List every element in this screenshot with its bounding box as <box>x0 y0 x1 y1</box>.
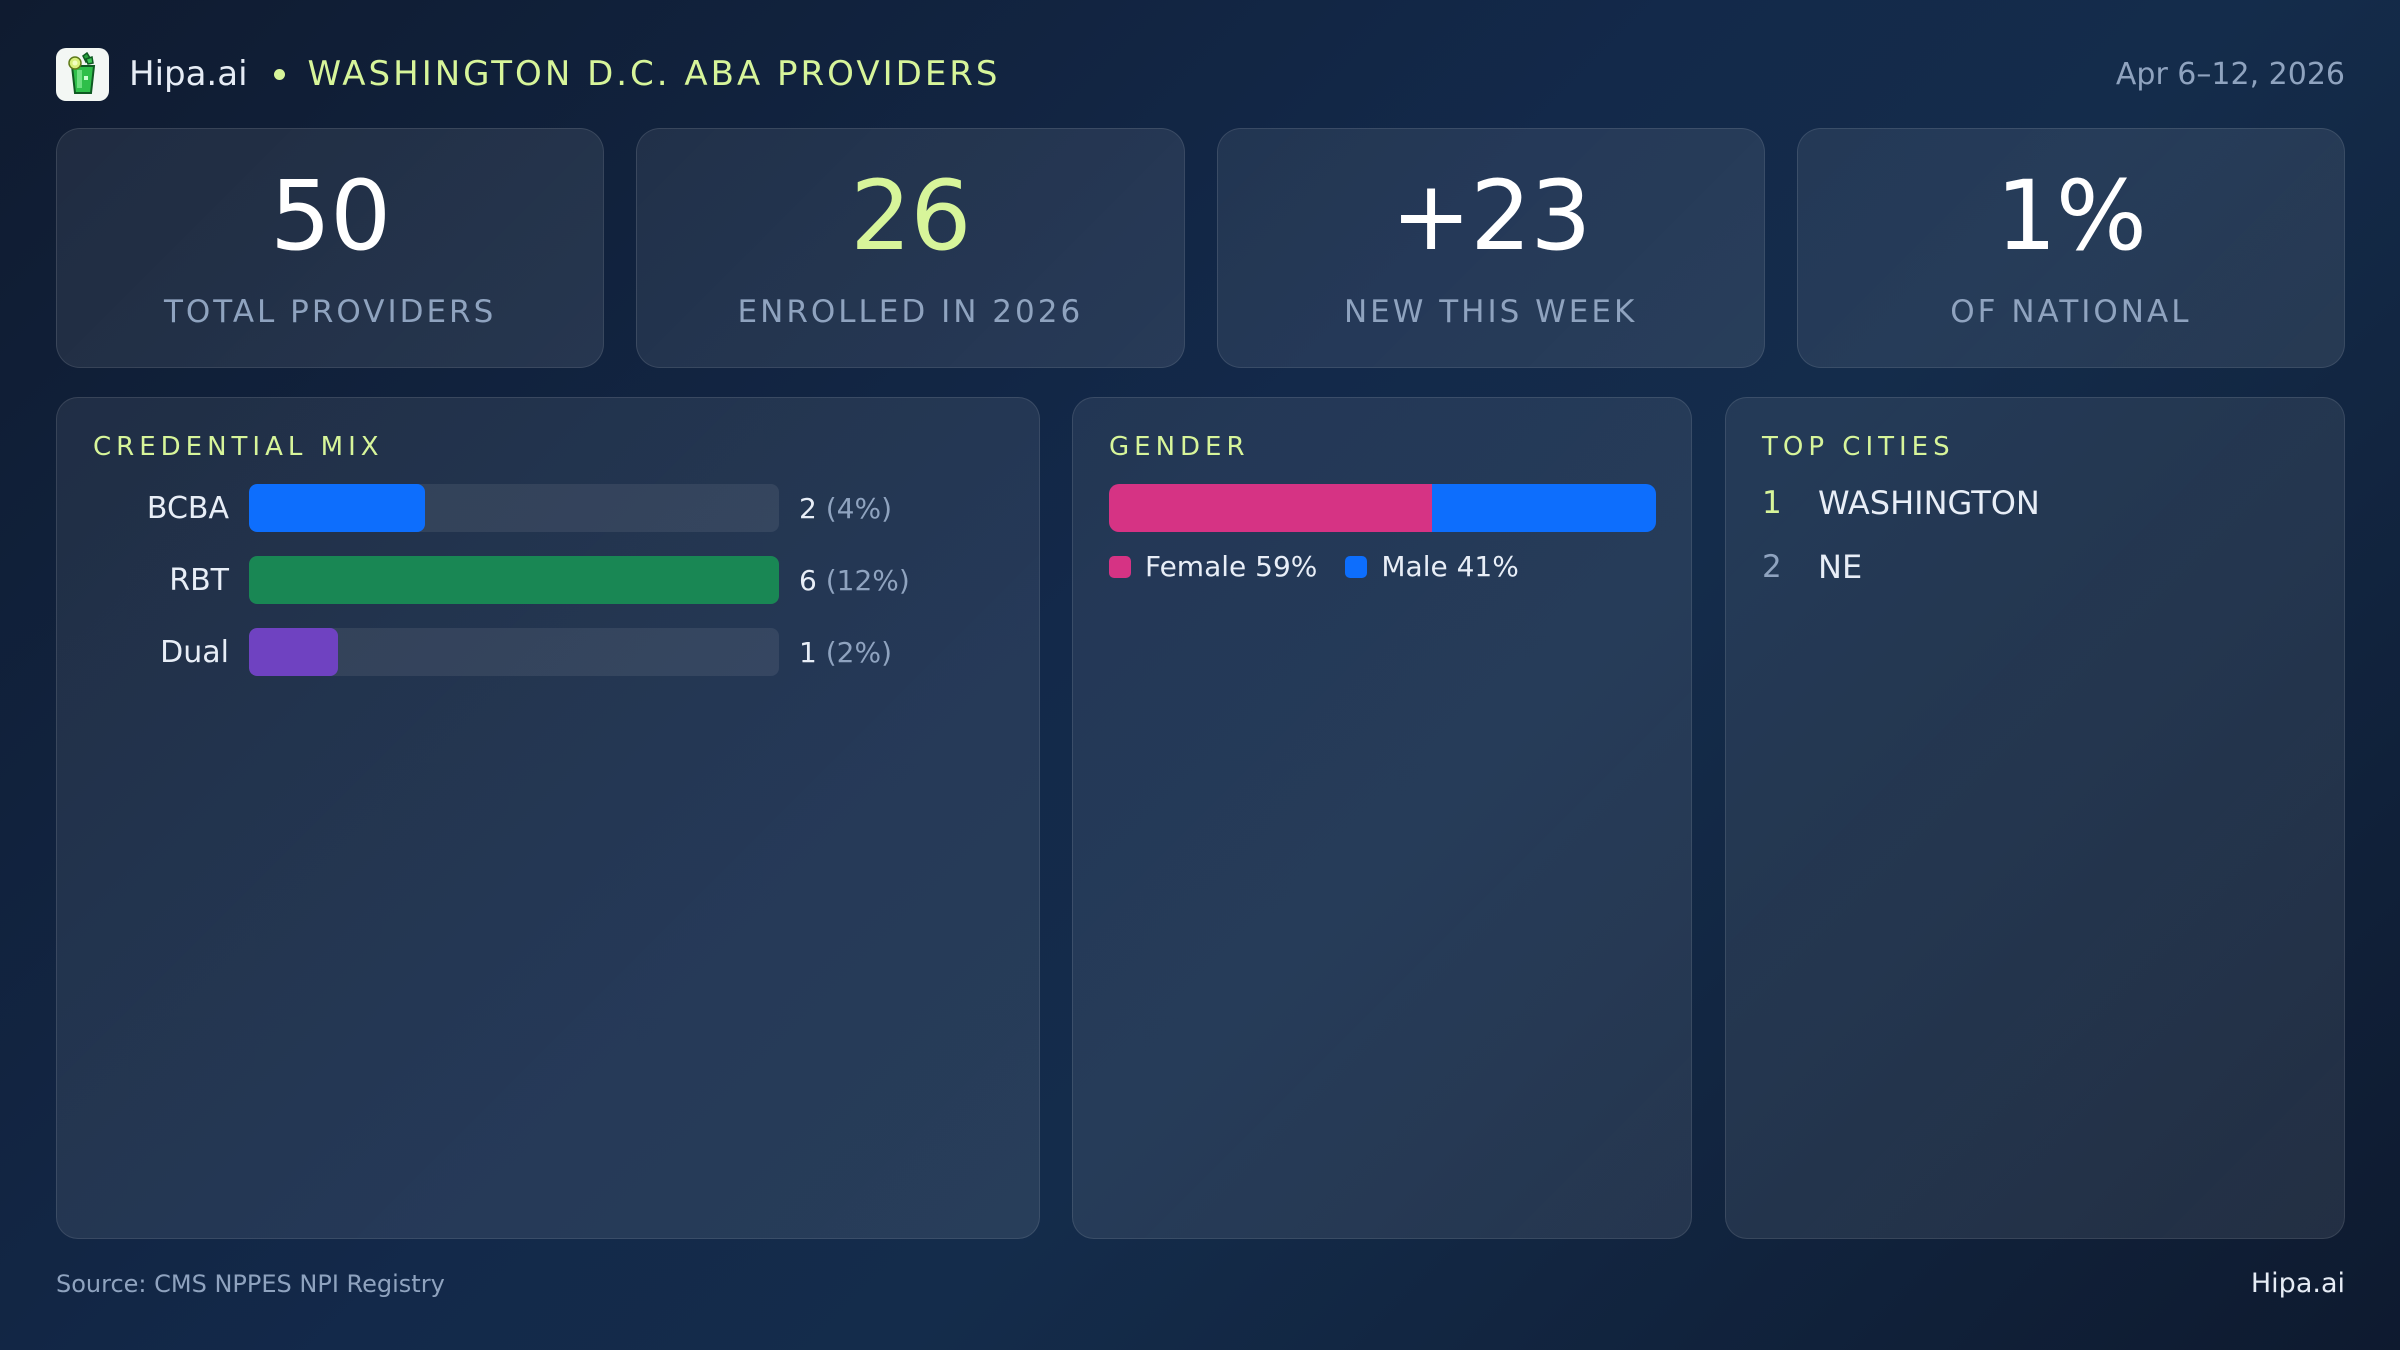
panel-title: GENDER <box>1109 432 1250 462</box>
kpi-value: 1% <box>1995 160 2147 272</box>
footer-brand: Hipa.ai <box>2250 1268 2345 1299</box>
credential-label: RBT <box>169 562 229 598</box>
header: Hipa.ai WASHINGTON D.C. ABA PROVIDERS Ap… <box>56 47 2345 101</box>
legend-item-female: Female 59% <box>1109 550 1317 583</box>
credential-row-bcba: BCBA 2 (4%) <box>93 484 892 532</box>
gender-legend: Female 59% Male 41% <box>1109 550 1547 583</box>
legend-label: Female 59% <box>1145 550 1318 583</box>
credential-label: Dual <box>160 634 229 670</box>
credential-value: 2 (4%) <box>799 491 893 525</box>
mojito-glass-icon <box>67 52 95 94</box>
legend-label: Male 41% <box>1381 550 1519 583</box>
kpi-card-of-national: 1% OF NATIONAL <box>1796 128 2345 368</box>
kpi-value: +23 <box>1390 160 1592 272</box>
city-rank: 1 <box>1762 485 1782 521</box>
city-name: NE <box>1818 548 1863 586</box>
source-note: Source: CMS NPPES NPI Registry <box>56 1270 445 1298</box>
credential-label: BCBA <box>146 490 229 526</box>
bar-track <box>249 628 779 676</box>
kpi-value: 50 <box>270 160 391 272</box>
credential-mix-panel: CREDENTIAL MIX BCBA 2 (4%) RBT 6 (12%) D… <box>56 397 1040 1239</box>
city-list-item: 2 NE <box>1762 548 1862 586</box>
top-cities-panel: TOP CITIES 1 WASHINGTON 2 NE <box>1725 397 2345 1239</box>
date-range: Apr 6–12, 2026 <box>2115 56 2345 92</box>
kpi-label: NEW THIS WEEK <box>1343 294 1638 330</box>
legend-swatch-icon <box>1345 555 1368 578</box>
bar-fill-rbt <box>249 556 779 604</box>
credential-value: 1 (2%) <box>799 635 893 669</box>
gender-segment-female <box>1109 484 1432 532</box>
panel-title: TOP CITIES <box>1762 432 1955 462</box>
kpi-label: TOTAL PROVIDERS <box>163 294 497 330</box>
gender-segment-male <box>1431 484 1656 532</box>
credential-value: 6 (12%) <box>799 563 910 597</box>
brand-name: Hipa.ai <box>129 54 248 94</box>
panel-title: CREDENTIAL MIX <box>93 432 384 462</box>
page-title: WASHINGTON D.C. ABA PROVIDERS <box>307 54 1001 94</box>
kpi-card-total-providers: 50 TOTAL PROVIDERS <box>56 128 605 368</box>
city-name: WASHINGTON <box>1818 484 2040 522</box>
logo[interactable] <box>56 47 109 101</box>
kpi-value: 26 <box>850 160 971 272</box>
bar-track <box>249 484 779 532</box>
kpi-label: OF NATIONAL <box>1950 294 2192 330</box>
kpi-row: 50 TOTAL PROVIDERS 26 ENROLLED IN 2026 +… <box>56 128 2345 368</box>
legend-swatch-icon <box>1109 555 1131 578</box>
kpi-card-enrolled: 26 ENROLLED IN 2026 <box>636 128 1185 368</box>
bar-track <box>249 556 779 604</box>
gender-stacked-bar <box>1109 484 1656 532</box>
bar-fill-bcba <box>249 484 426 532</box>
legend-item-male: Male 41% <box>1345 550 1519 583</box>
gender-panel: GENDER Female 59% Male 41% <box>1072 397 1692 1239</box>
credential-row-dual: Dual 1 (2%) <box>93 628 892 676</box>
credential-row-rbt: RBT 6 (12%) <box>93 556 910 604</box>
bar-fill-dual <box>249 628 338 676</box>
city-rank: 2 <box>1762 549 1782 585</box>
city-list-item: 1 WASHINGTON <box>1762 484 2040 522</box>
kpi-card-new-this-week: +23 NEW THIS WEEK <box>1216 128 1765 368</box>
separator-dot <box>273 68 285 80</box>
kpi-label: ENROLLED IN 2026 <box>737 294 1084 330</box>
